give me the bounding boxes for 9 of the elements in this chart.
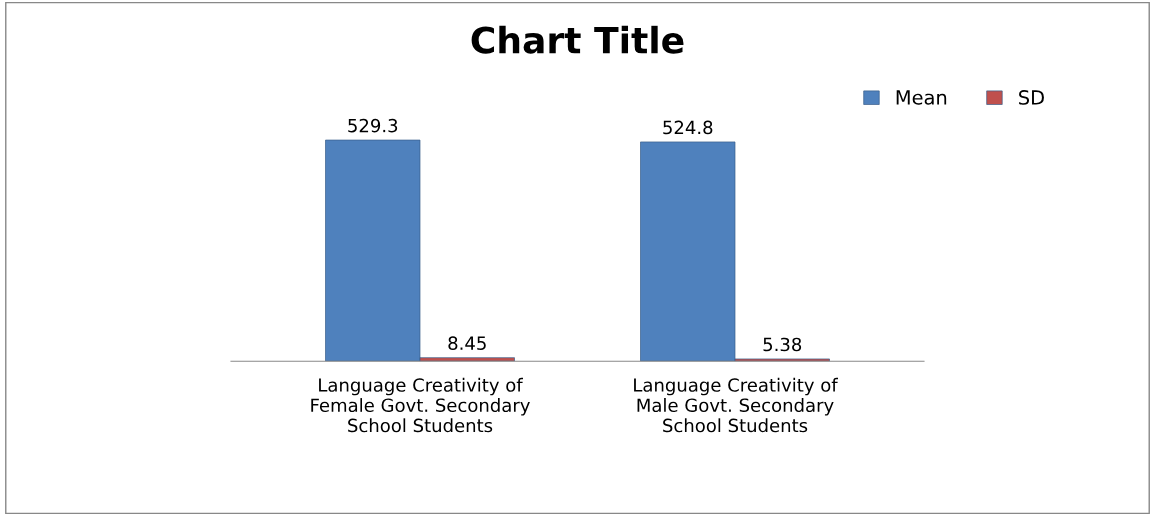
data-label: 5.38 [763,337,802,352]
data-label: 524.8 [663,120,713,135]
data-label: 8.45 [448,336,486,350]
legend-label: SD [1019,90,1044,105]
x-tick-label: Language Creativity of Male Govt. Secondary School Students [634,377,839,433]
legend-label: Mean [896,90,947,105]
chart-title: Chart Title [471,25,684,54]
data-label: 529.3 [348,118,398,133]
x-tick-label: Language Creativity of Female Govt. Secondary School Students [311,377,530,433]
